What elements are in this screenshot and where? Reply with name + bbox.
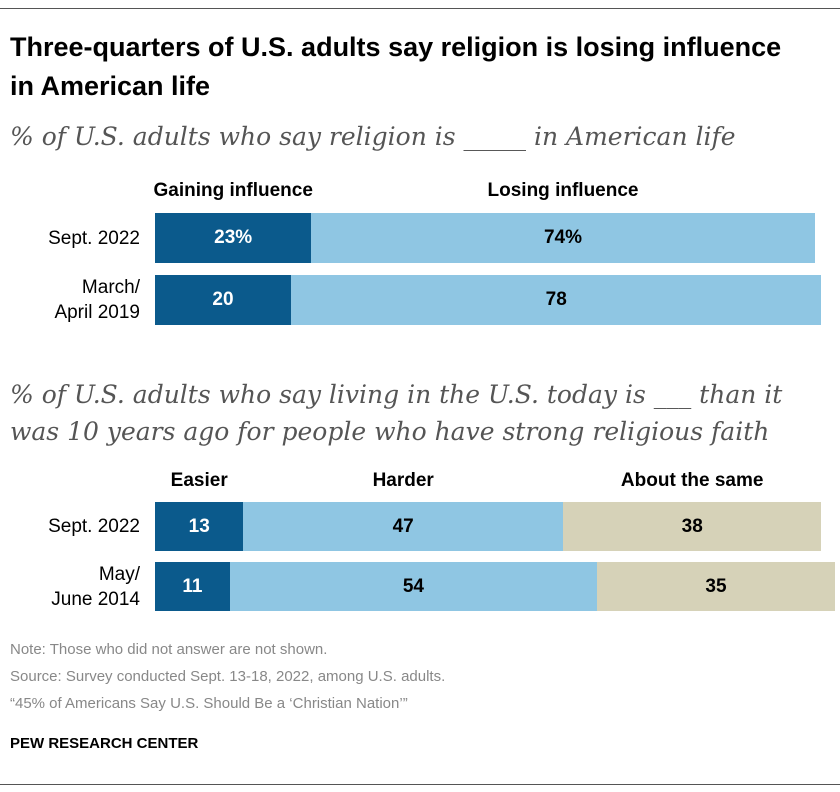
value-label: 78 xyxy=(545,289,567,310)
bar-segment xyxy=(563,502,822,551)
top-rule xyxy=(0,8,840,9)
bar-segment xyxy=(155,562,230,611)
legend-label: Harder xyxy=(372,470,434,491)
bar-segment xyxy=(311,213,815,263)
legend-label: About the same xyxy=(620,470,764,491)
note: Note: Those who did not answer are not s… xyxy=(10,641,328,658)
bar-segment xyxy=(155,502,244,551)
legend-label: Gaining influence xyxy=(153,180,313,201)
value-label: 13 xyxy=(188,515,210,537)
logo: PEW RESEARCH CENTER xyxy=(10,735,199,752)
bottom-rule xyxy=(0,784,840,785)
value-label: 20 xyxy=(212,289,234,310)
value-label: 38 xyxy=(681,515,703,537)
bar-segment xyxy=(291,275,822,325)
value-label: 54 xyxy=(402,575,424,597)
category-label: Sept. 2022 xyxy=(48,516,140,537)
value-label: 11 xyxy=(182,575,203,597)
value-label: 35 xyxy=(705,575,727,597)
category-label: March/ April 2019 xyxy=(54,277,140,323)
report: “45% of Americans Say U.S. Should Be a ‘… xyxy=(10,695,408,712)
subtitle: % of U.S. adults who say religion is ___… xyxy=(10,122,736,151)
value-label: 74% xyxy=(543,227,582,248)
value-label: 23% xyxy=(214,227,253,248)
bar-segment xyxy=(597,562,835,611)
bar-segment xyxy=(155,275,291,325)
value-label: 47 xyxy=(392,515,414,537)
title: Three-quarters of U.S. adults say religi… xyxy=(10,32,782,101)
category-label: Sept. 2022 xyxy=(48,227,140,249)
legend-label: Easier xyxy=(170,470,228,491)
category-label: May/ June 2014 xyxy=(51,563,140,610)
subtitle: % of U.S. adults who say living in the U… xyxy=(10,380,783,446)
legend-label: Losing influence xyxy=(487,180,639,201)
bar-segment xyxy=(229,562,597,611)
bar-segment xyxy=(155,213,312,263)
source: Source: Survey conducted Sept. 13-18, 20… xyxy=(10,668,446,685)
bar-segment xyxy=(243,502,563,551)
